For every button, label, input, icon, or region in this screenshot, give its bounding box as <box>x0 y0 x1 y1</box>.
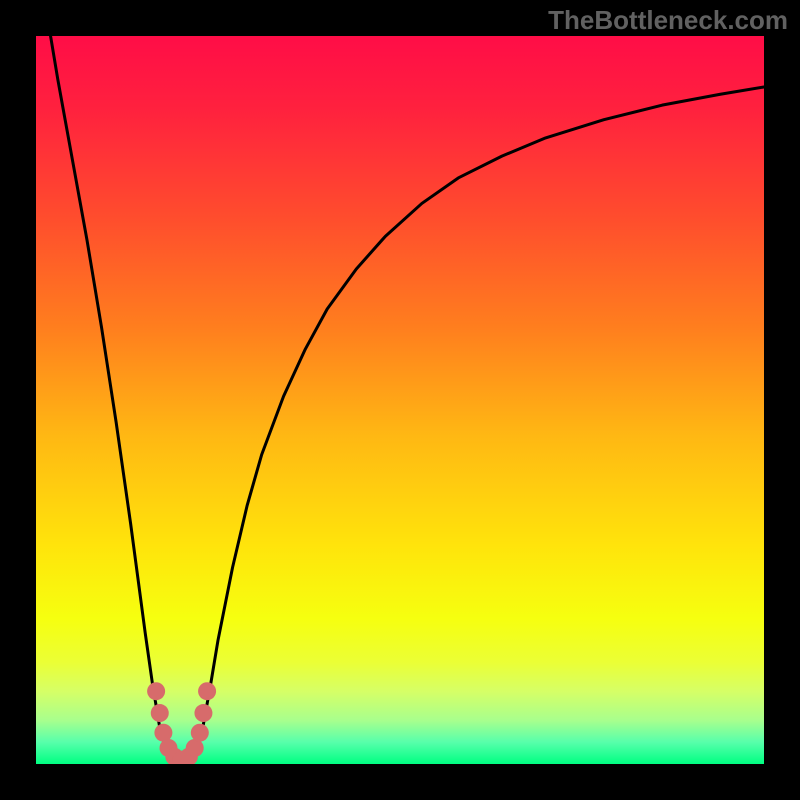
marker-dot <box>191 724 209 742</box>
marker-dot <box>186 739 204 757</box>
chart-background <box>36 36 764 764</box>
bottleneck-chart <box>36 36 764 764</box>
marker-dot <box>151 704 169 722</box>
marker-dot <box>194 704 212 722</box>
marker-dot <box>198 682 216 700</box>
marker-dot <box>147 682 165 700</box>
watermark-text: TheBottleneck.com <box>548 5 788 36</box>
marker-dot <box>154 724 172 742</box>
